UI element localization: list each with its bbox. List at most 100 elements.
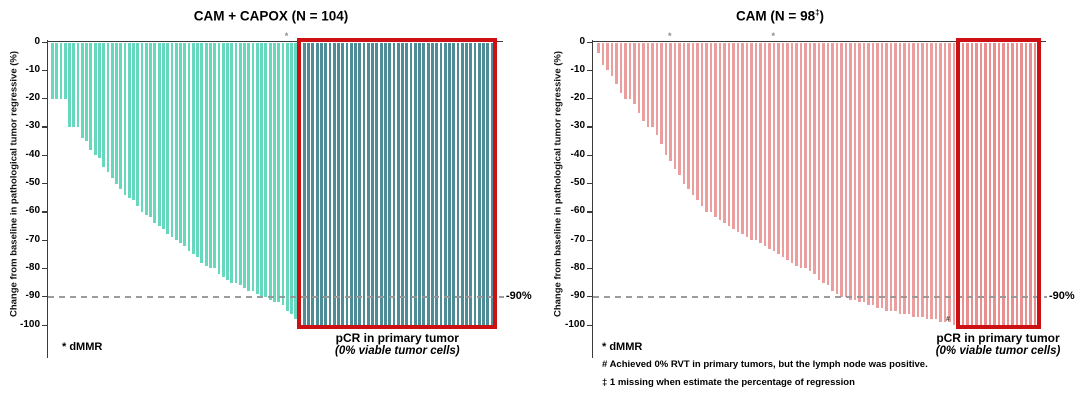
bar <box>349 43 353 325</box>
bar <box>226 43 229 280</box>
y-tick <box>41 267 47 270</box>
bar <box>633 43 636 105</box>
bar <box>997 43 1001 325</box>
pcr-highlight-box <box>297 38 498 329</box>
y-tick <box>41 324 47 326</box>
footnote: # Achieved 0% RVT in primary tumors, but… <box>602 359 928 370</box>
bar <box>889 43 893 311</box>
y-tick <box>41 98 47 100</box>
y-tick <box>586 183 592 185</box>
bar <box>732 43 735 229</box>
footnote: ‡ 1 missing when estimate the percentage… <box>602 377 855 388</box>
bar <box>880 43 884 309</box>
y-tick-label: -10 <box>25 63 40 75</box>
bar <box>763 43 767 246</box>
bar <box>1015 43 1019 325</box>
bar <box>628 43 632 99</box>
bar <box>307 43 310 325</box>
bar <box>191 43 195 255</box>
bar <box>477 43 481 325</box>
bar <box>1002 43 1005 325</box>
y-tick-label: -70 <box>25 233 40 245</box>
y-tick-label: -90 <box>25 290 40 302</box>
bar <box>401 43 404 325</box>
pcr-annotation: pCR in primary tumor (0% viable tumor ce… <box>277 331 517 357</box>
footnote: * dMMR <box>602 341 643 353</box>
bar <box>354 43 357 325</box>
y-tick <box>41 126 47 128</box>
bar <box>921 43 924 317</box>
bar <box>375 43 379 325</box>
bar <box>72 43 76 127</box>
bar <box>799 43 803 269</box>
bar <box>157 43 161 226</box>
bar <box>664 43 668 156</box>
bar <box>1033 43 1037 325</box>
bar <box>826 43 830 286</box>
chart-title: CAM + CAPOX (N = 104) <box>71 8 471 24</box>
bar <box>213 43 217 269</box>
y-tick-label: -20 <box>570 92 585 104</box>
bar <box>51 43 54 99</box>
bar <box>984 43 987 325</box>
bar <box>260 43 263 297</box>
bar <box>705 43 708 212</box>
bar <box>768 43 771 249</box>
bar <box>106 43 110 173</box>
bar <box>975 43 978 325</box>
bar <box>426 43 430 325</box>
bar <box>930 43 933 320</box>
bar <box>247 43 251 292</box>
bar <box>396 43 400 325</box>
bar <box>328 43 332 325</box>
bar <box>714 43 717 218</box>
bar <box>144 43 148 215</box>
bar <box>660 43 663 144</box>
bar <box>651 43 654 127</box>
bar <box>709 43 713 212</box>
bar <box>678 43 681 175</box>
bar <box>230 43 234 283</box>
bar <box>849 43 852 300</box>
dmmr-asterisk-marker: * <box>284 31 289 41</box>
y-tick-label: -50 <box>570 177 585 188</box>
bar <box>903 43 906 314</box>
bar <box>384 43 387 325</box>
bar <box>166 43 170 235</box>
y-tick-label: 0 <box>34 35 40 47</box>
bar <box>149 43 152 218</box>
bar <box>115 43 118 184</box>
bar <box>358 43 362 325</box>
y-tick <box>41 154 47 156</box>
y-tick-label: -30 <box>570 120 585 132</box>
bar <box>204 43 208 266</box>
bar <box>238 43 242 286</box>
bar <box>754 43 758 241</box>
bar <box>208 43 212 269</box>
bar <box>85 43 88 142</box>
chart-title-text: CAM + CAPOX (N = 104) <box>193 8 349 24</box>
bar <box>993 43 996 325</box>
bar <box>302 43 306 325</box>
bar <box>822 43 825 283</box>
bar <box>687 43 690 190</box>
bar <box>844 43 848 297</box>
bar <box>759 43 762 243</box>
bar <box>786 43 789 260</box>
bar <box>413 43 417 325</box>
bar <box>448 43 451 325</box>
bar <box>200 43 204 263</box>
bar <box>290 43 293 314</box>
y-tick <box>586 211 592 213</box>
bar <box>315 43 319 325</box>
bar <box>405 43 409 325</box>
y-tick <box>41 211 47 213</box>
bar <box>885 43 888 311</box>
y-tick <box>586 154 592 156</box>
bar <box>102 43 106 167</box>
bar <box>772 43 776 252</box>
chart-cam-capox: CAM + CAPOX (N = 104) Change from baseli… <box>9 8 532 358</box>
bar <box>183 43 187 246</box>
bar <box>642 43 645 122</box>
